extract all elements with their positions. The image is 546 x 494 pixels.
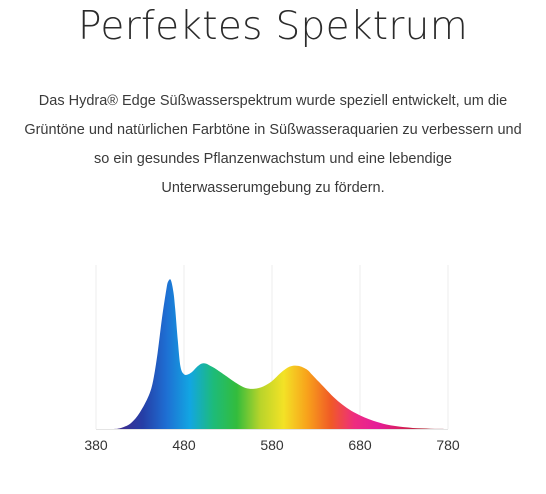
description-line-1: Das Hydra® Edge Süßwasserspektrum wurde … bbox=[38, 93, 508, 109]
x-tick-label: 380 bbox=[84, 437, 108, 453]
description-line-3: so ein gesundes Pflanzenwachstum und ein… bbox=[94, 151, 452, 167]
page-title: Perfektes Spektrum bbox=[78, 4, 468, 49]
x-tick-label: 780 bbox=[436, 437, 460, 453]
description: Das Hydra® Edge Süßwasserspektrum wurde … bbox=[0, 87, 546, 203]
description-line-4: Unterwasserumgebung zu fördern. bbox=[161, 180, 385, 196]
chart-area-layer bbox=[96, 279, 448, 430]
description-line-2: Grüntöne und natürlichen Farbtöne in Süß… bbox=[24, 122, 522, 138]
x-axis: 380 480 580 680 780 bbox=[84, 437, 460, 453]
x-tick-label: 680 bbox=[348, 437, 372, 453]
x-tick-label: 480 bbox=[172, 437, 196, 453]
spectrum-area bbox=[96, 279, 448, 429]
x-tick-label: 580 bbox=[260, 437, 284, 453]
